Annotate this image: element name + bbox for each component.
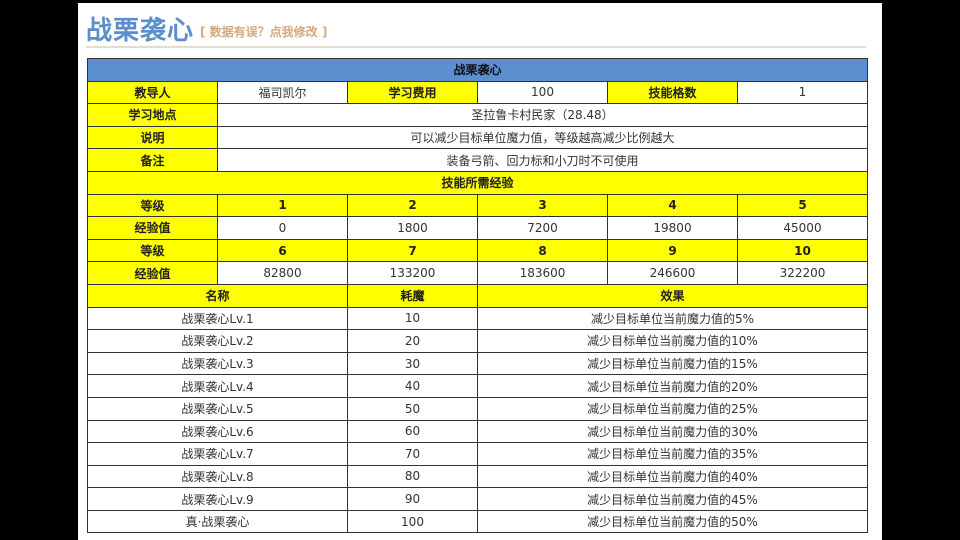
edit-data-link[interactable]: [ 数据有误？点我修改 ]	[200, 25, 328, 39]
effect-text: 减少目标单位当前魔力值的10%	[477, 329, 868, 353]
level-cell: 4	[607, 193, 738, 218]
exp-cell: 45000	[737, 216, 868, 240]
mp-cost: 20	[347, 329, 478, 353]
note-value: 装备弓箭、回力标和小刀时不可使用	[217, 148, 868, 172]
level-label: 等级	[87, 238, 218, 263]
skill-level-name: 战栗袭心Lv.3	[87, 351, 348, 376]
location-row: 学习地点 圣拉鲁卡村民家（28.48）	[87, 103, 868, 127]
desc-row: 说明 可以减少目标单位魔力值，等级越高减少比例越大	[87, 125, 868, 150]
effect-row: 战栗袭心Lv.7 70 减少目标单位当前魔力值的35%	[87, 442, 868, 466]
exp-cell: 7200	[477, 216, 608, 240]
effect-text: 减少目标单位当前魔力值的50%	[477, 509, 868, 534]
effect-text: 减少目标单位当前魔力值的45%	[477, 487, 868, 511]
effect-row: 战栗袭心Lv.6 60 减少目标单位当前魔力值的30%	[87, 419, 868, 444]
mp-cost: 90	[347, 487, 478, 511]
mp-cost-header: 耗魔	[347, 283, 478, 308]
effect-row: 战栗袭心Lv.5 50 减少目标单位当前魔力值的25%	[87, 396, 868, 421]
table-title: 战栗袭心	[87, 58, 868, 82]
effect-row: 战栗袭心Lv.1 10 减少目标单位当前魔力值的5%	[87, 306, 868, 331]
effect-row: 战栗袭心Lv.4 40 减少目标单位当前魔力值的20%	[87, 374, 868, 398]
effect-text: 减少目标单位当前魔力值的30%	[477, 419, 868, 444]
exp-label: 经验值	[87, 261, 218, 285]
exp-cell: 1800	[347, 216, 478, 240]
title-divider	[86, 46, 866, 48]
effect-row: 战栗袭心Lv.2 20 减少目标单位当前魔力值的10%	[87, 329, 868, 353]
exp-cell: 246600	[607, 261, 738, 285]
slots-label: 技能格数	[607, 80, 738, 105]
exp-label: 经验值	[87, 216, 218, 240]
effect-text: 减少目标单位当前魔力值的40%	[477, 464, 868, 489]
exp-cell: 19800	[607, 216, 738, 240]
exp-value-row: 经验值 82800 133200 183600 246600 322200	[87, 261, 868, 285]
teacher-value: 福司凯尔	[217, 80, 348, 105]
mp-cost: 50	[347, 396, 478, 421]
level-cell: 6	[217, 238, 348, 263]
skill-level-name: 战栗袭心Lv.4	[87, 374, 348, 398]
name-header: 名称	[87, 283, 348, 308]
desc-value: 可以减少目标单位魔力值，等级越高减少比例越大	[217, 125, 868, 150]
skill-level-name: 战栗袭心Lv.8	[87, 464, 348, 489]
effect-row: 战栗袭心Lv.8 80 减少目标单位当前魔力值的40%	[87, 464, 868, 489]
exp-header-row: 技能所需经验	[87, 170, 868, 195]
skill-level-name: 战栗袭心Lv.5	[87, 396, 348, 421]
mp-cost: 40	[347, 374, 478, 398]
skill-level-name: 战栗袭心Lv.1	[87, 306, 348, 331]
exp-cell: 0	[217, 216, 348, 240]
level-cell: 1	[217, 193, 348, 218]
effect-header: 效果	[477, 283, 868, 308]
effect-row: 战栗袭心Lv.9 90 减少目标单位当前魔力值的45%	[87, 487, 868, 511]
level-cell: 10	[737, 238, 868, 263]
desc-label: 说明	[87, 125, 218, 150]
cost-label: 学习费用	[347, 80, 478, 105]
exp-cell: 183600	[477, 261, 608, 285]
info-row: 教导人 福司凯尔 学习费用 100 技能格数 1	[87, 80, 868, 105]
wiki-page: 战栗袭心 [ 数据有误？点我修改 ] 战栗袭心 教导人 福司凯尔 学习费用 10…	[78, 3, 882, 540]
effect-row: 战栗袭心Lv.3 30 减少目标单位当前魔力值的15%	[87, 351, 868, 376]
effects-header-row: 名称 耗魔 效果	[87, 283, 868, 308]
level-cell: 9	[607, 238, 738, 263]
level-cell: 3	[477, 193, 608, 218]
slots-value: 1	[737, 80, 868, 105]
skill-level-name: 战栗袭心Lv.7	[87, 442, 348, 466]
effect-text: 减少目标单位当前魔力值的15%	[477, 351, 868, 376]
effect-text: 减少目标单位当前魔力值的20%	[477, 374, 868, 398]
exp-cell: 82800	[217, 261, 348, 285]
mp-cost: 10	[347, 306, 478, 331]
skill-level-name: 战栗袭心Lv.2	[87, 329, 348, 353]
mp-cost: 60	[347, 419, 478, 444]
mp-cost: 70	[347, 442, 478, 466]
exp-cell: 133200	[347, 261, 478, 285]
exp-level-row: 等级 6 7 8 9 10	[87, 238, 868, 263]
exp-value-row: 经验值 0 1800 7200 19800 45000	[87, 216, 868, 240]
location-value: 圣拉鲁卡村民家（28.48）	[217, 103, 868, 127]
skill-level-name: 战栗袭心Lv.9	[87, 487, 348, 511]
effect-row: 真·战栗袭心 100 减少目标单位当前魔力值的50%	[87, 509, 868, 534]
effect-text: 减少目标单位当前魔力值的25%	[477, 396, 868, 421]
page-title: 战栗袭心	[86, 16, 195, 46]
level-cell: 5	[737, 193, 868, 218]
level-cell: 7	[347, 238, 478, 263]
effect-text: 减少目标单位当前魔力值的35%	[477, 442, 868, 466]
exp-header: 技能所需经验	[87, 170, 868, 195]
mp-cost: 30	[347, 351, 478, 376]
level-label: 等级	[87, 193, 218, 218]
level-cell: 2	[347, 193, 478, 218]
cost-value: 100	[477, 80, 608, 105]
skill-level-name: 真·战栗袭心	[87, 509, 348, 534]
mp-cost: 100	[347, 509, 478, 534]
exp-level-row: 等级 1 2 3 4 5	[87, 193, 868, 218]
effect-text: 减少目标单位当前魔力值的5%	[477, 306, 868, 331]
skill-table: 战栗袭心 教导人 福司凯尔 学习费用 100 技能格数 1 学习地点 圣拉鲁卡村…	[87, 58, 868, 534]
location-label: 学习地点	[87, 103, 218, 127]
level-cell: 8	[477, 238, 608, 263]
table-title-row: 战栗袭心	[87, 58, 868, 82]
note-label: 备注	[87, 148, 218, 172]
teacher-label: 教导人	[87, 80, 218, 105]
skill-level-name: 战栗袭心Lv.6	[87, 419, 348, 444]
note-row: 备注 装备弓箭、回力标和小刀时不可使用	[87, 148, 868, 172]
mp-cost: 80	[347, 464, 478, 489]
exp-cell: 322200	[737, 261, 868, 285]
